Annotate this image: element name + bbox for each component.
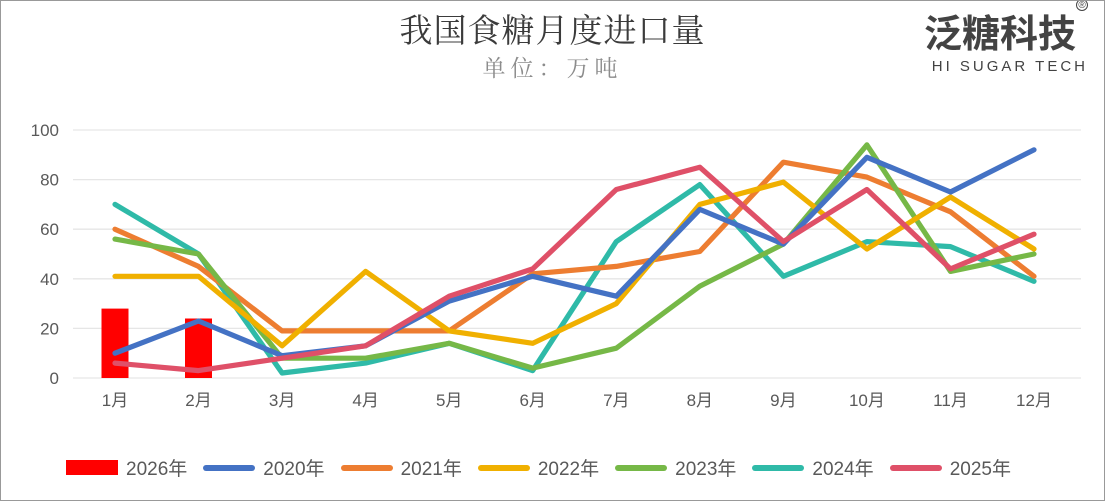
svg-text:10月: 10月 (849, 391, 885, 410)
svg-text:4月: 4月 (352, 391, 378, 410)
svg-text:12月: 12月 (1016, 391, 1052, 410)
svg-text:100: 100 (31, 121, 59, 140)
svg-text:11月: 11月 (933, 391, 968, 410)
svg-text:7月: 7月 (603, 391, 629, 410)
svg-text:5月: 5月 (436, 391, 462, 410)
svg-text:2月: 2月 (185, 391, 211, 410)
svg-text:8月: 8月 (687, 391, 713, 410)
svg-text:80: 80 (40, 171, 59, 190)
svg-text:1月: 1月 (102, 391, 128, 410)
svg-text:6月: 6月 (519, 391, 545, 410)
svg-text:60: 60 (40, 220, 59, 239)
svg-text:3月: 3月 (269, 391, 295, 410)
svg-text:20: 20 (40, 319, 59, 338)
svg-text:9月: 9月 (770, 391, 796, 410)
svg-text:40: 40 (40, 270, 59, 289)
svg-text:0: 0 (50, 369, 59, 388)
